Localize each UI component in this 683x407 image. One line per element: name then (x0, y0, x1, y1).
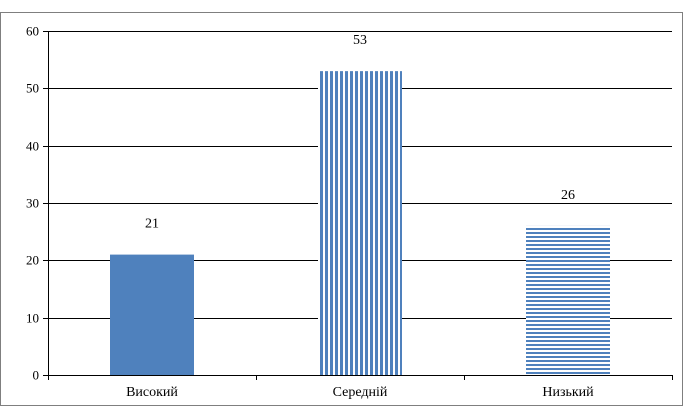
y-tick-label: 20 (26, 253, 39, 268)
y-tick-label: 30 (26, 196, 39, 211)
axes (43, 31, 673, 380)
data-label: 53 (353, 33, 367, 48)
bar (110, 254, 194, 375)
y-tick-label: 0 (33, 368, 40, 383)
bar (526, 225, 610, 375)
y-tick-label: 60 (26, 24, 39, 39)
data-label: 21 (145, 217, 159, 232)
y-tick-label: 40 (26, 139, 39, 154)
labels: 0 10 20 30 40 50 60 21 Високий 53 Середній 26 Низьки… (26, 24, 594, 401)
x-category-label: Середній (333, 385, 388, 400)
data-label: 26 (561, 188, 575, 203)
y-tick-label: 10 (26, 311, 39, 326)
x-category-label: Низький (542, 385, 594, 400)
x-category-label: Високий (126, 385, 178, 400)
bars (110, 71, 610, 375)
y-tick-label: 50 (26, 81, 39, 96)
bar (318, 71, 402, 375)
